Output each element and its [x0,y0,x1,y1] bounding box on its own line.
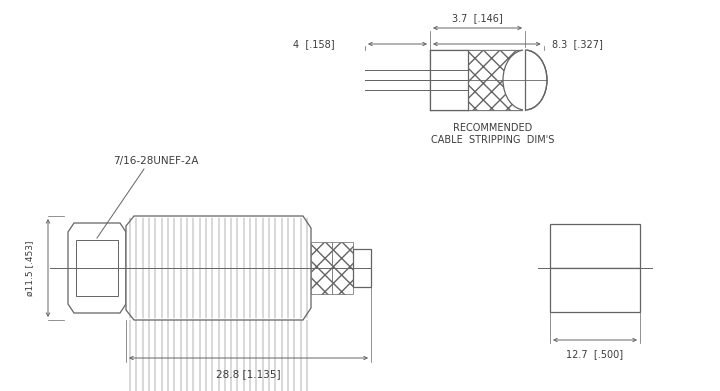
Text: 3.7  [.146]: 3.7 [.146] [452,13,503,23]
Text: 4  [.158]: 4 [.158] [293,39,335,49]
Bar [550,268,640,312]
Bar [430,50,525,110]
Text: ø11.5 [.453]: ø11.5 [.453] [25,240,35,296]
Text: CABLE  STRIPPING  DIM'S: CABLE STRIPPING DIM'S [431,135,554,145]
Text: 7/16-28UNEF-2A: 7/16-28UNEF-2A [113,156,199,166]
Bar [311,242,332,294]
Text: 8.3  [.327]: 8.3 [.327] [552,39,603,49]
Polygon shape [68,223,126,313]
Text: 12.7  [.500]: 12.7 [.500] [567,349,624,359]
Bar [550,224,640,268]
Bar [430,50,468,110]
Text: 28.8 [1.135]: 28.8 [1.135] [216,369,281,379]
Text: RECOMMENDED: RECOMMENDED [453,123,532,133]
Bar [332,242,353,294]
Bar [430,50,525,110]
Bar [76,240,118,296]
Polygon shape [126,216,311,320]
Ellipse shape [503,50,547,110]
Bar [353,249,371,287]
